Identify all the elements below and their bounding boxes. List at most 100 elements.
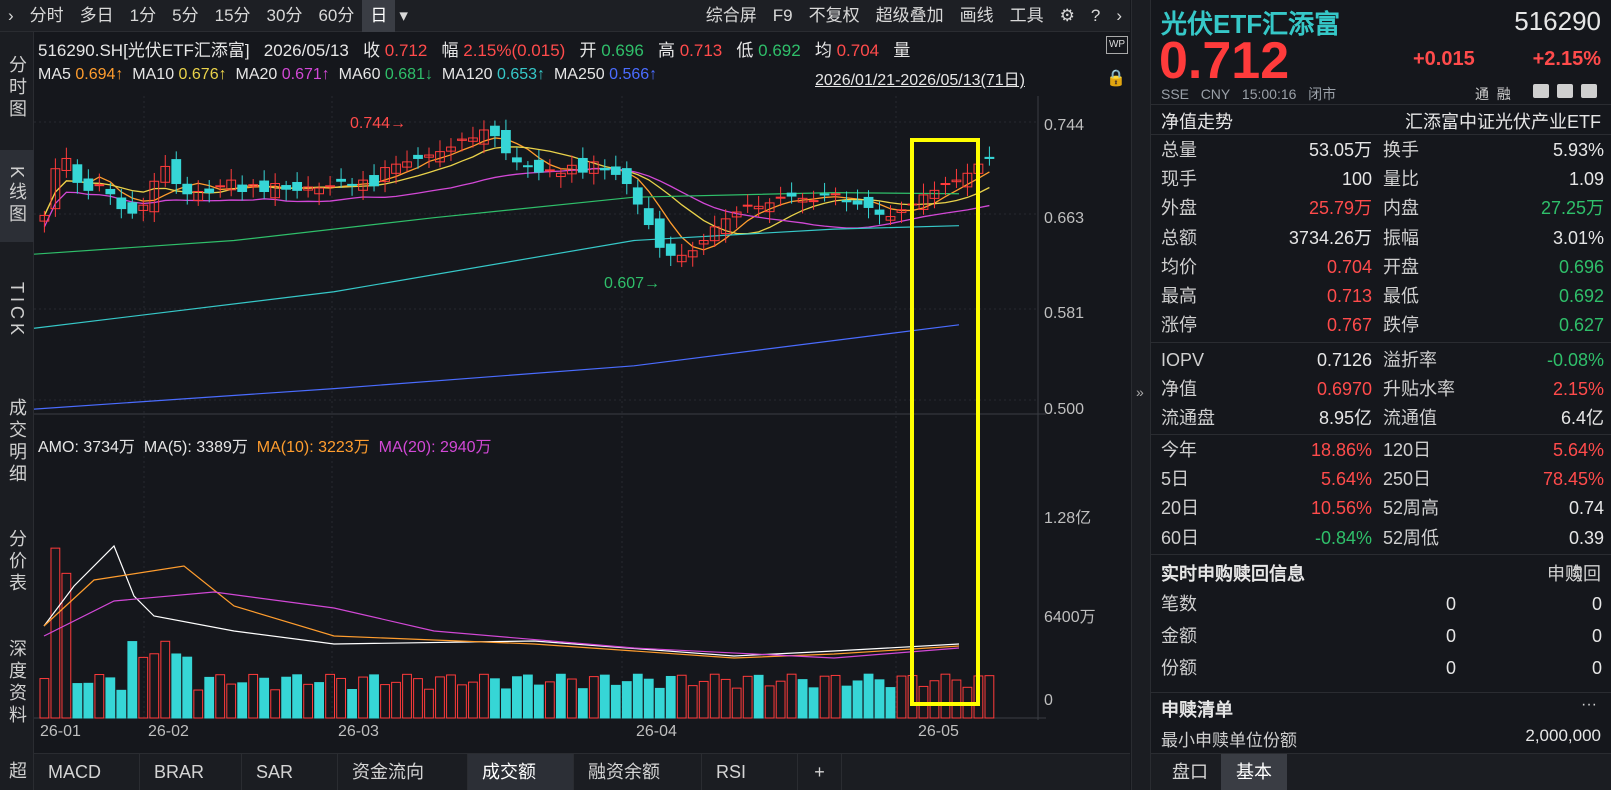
sub-row-subscribe: 0 [1445, 594, 1456, 614]
x-tick-jan: 26-01 [40, 723, 81, 740]
ma5-value: 0.694↑ [75, 66, 124, 83]
ma5-label: MA5 [38, 66, 71, 83]
panel-tabs: 盘口 基本 [1151, 753, 1611, 790]
composite-screen-button[interactable]: 综合屏 [705, 5, 757, 25]
tools-button[interactable]: 工具 [1009, 5, 1044, 25]
date-range-label[interactable]: 2026/01/21-2026/05/13(71日) [815, 72, 1025, 89]
tab-basic[interactable]: 基本 [1221, 754, 1287, 790]
volume-bar [358, 676, 368, 719]
period-dropdown-icon[interactable]: ▾ [399, 5, 408, 25]
volume-bar [226, 683, 237, 719]
no-adjust-button[interactable]: 不复权 [808, 5, 860, 25]
ma60-label: MA60 [338, 66, 381, 83]
candle-body [786, 192, 797, 197]
period-15min[interactable]: 15分 [214, 5, 251, 25]
edit-icon[interactable] [1533, 84, 1549, 98]
subscription-row: 份额 0 0 [1151, 654, 1611, 683]
sidebar-item-depth[interactable]: 深度资料 [7, 639, 27, 727]
candle-body [182, 183, 193, 195]
sidebar-item-price-dist[interactable]: 分价表 [7, 529, 27, 595]
sidebar-item-intraday[interactable]: 分时图 [7, 55, 27, 121]
period-multiday[interactable]: 多日 [79, 5, 114, 25]
price-tick-0744: 0.744 [1044, 117, 1085, 134]
lock-icon[interactable]: 🔒 [1106, 70, 1126, 87]
ma250-label: MA250 [553, 66, 605, 83]
change-amount: +0.015 [1413, 48, 1475, 70]
stat-row: 今年 18.86% 120日 5.64% [1151, 436, 1611, 465]
sidebar-item-more[interactable]: 超 [7, 761, 27, 783]
tab-macd[interactable]: MACD [34, 754, 140, 790]
sidebar-item-trades[interactable]: 成交明细 [7, 398, 27, 486]
candle-body [709, 226, 720, 242]
fund-code: 516290 [1514, 6, 1601, 36]
volume-bar [182, 656, 193, 719]
tab-rsi[interactable]: RSI [702, 754, 798, 790]
volume-bar [852, 680, 863, 719]
stat-row: 外盘 25.79万 内盘 27.25万 [1151, 194, 1611, 223]
stat-k1: IOPV [1161, 350, 1205, 370]
gear-icon[interactable]: ⚙ [1059, 5, 1075, 25]
tab-capital-flow[interactable]: 资金流向 [338, 754, 468, 790]
tab-sar[interactable]: SAR [242, 754, 338, 790]
sidebar-item-kline[interactable]: K线图 [0, 150, 34, 242]
period-1min[interactable]: 1分 [129, 5, 157, 25]
add-tab-button[interactable]: + [798, 754, 842, 790]
collapse-chevron-icon[interactable]: » [1136, 384, 1144, 400]
stat-v1: -0.84% [1314, 527, 1372, 548]
expand-left-icon[interactable]: › [8, 5, 14, 25]
volume-bar [303, 683, 314, 719]
nav-trend-label[interactable]: 净值走势 [1161, 112, 1233, 132]
period-30min[interactable]: 30分 [266, 5, 303, 25]
f9-button[interactable]: F9 [772, 5, 793, 25]
tab-margin[interactable]: 融资余额 [574, 754, 702, 790]
candle-body [808, 200, 819, 203]
period-5min[interactable]: 5分 [172, 5, 199, 25]
candle-body [391, 163, 401, 174]
stat-row: IOPV 0.7126 溢折率 -0.08% [1151, 346, 1611, 375]
stat-v1: 0.704 [1326, 256, 1372, 277]
volume-bar [643, 678, 654, 719]
period-intraday[interactable]: 分时 [29, 5, 64, 25]
alert-icon[interactable] [1557, 84, 1573, 98]
stats-block-2: IOPV 0.7126 溢折率 -0.08% 净值 0.6970 升贴水率 2.15% 流通盘 8… [1151, 346, 1611, 434]
candle-body [984, 156, 995, 159]
candle-body [501, 130, 511, 154]
panel-collapse-bar[interactable]: » [1131, 0, 1150, 790]
candle-body [819, 193, 830, 196]
avg-label: 均 [814, 41, 832, 60]
amo-value: AMO: 3734万 [38, 439, 135, 456]
more-button[interactable]: ··· [1581, 696, 1597, 713]
overlay-button[interactable]: 超级叠加 [875, 5, 944, 25]
candle-body [50, 168, 61, 210]
sub-row-redeem: 0 [1591, 626, 1602, 646]
stat-v2: 0.692 [1558, 286, 1604, 306]
tab-orderbook[interactable]: 盘口 [1172, 762, 1208, 782]
sidebar-item-tick[interactable]: TICK [7, 282, 27, 340]
tab-turnover[interactable]: 成交额 [468, 754, 574, 790]
candle-body [138, 204, 149, 211]
period-60min[interactable]: 60分 [318, 5, 355, 25]
index-name: 汇添富中证光伏产业ETF [1405, 112, 1601, 132]
volume-bar [599, 674, 610, 719]
stat-k2: 52周高 [1383, 498, 1440, 519]
add-watch-icon[interactable] [1581, 84, 1597, 98]
low-value: 0.692 [758, 41, 801, 60]
quote-info-line: 516290.SH[光伏ETF汇添富] 2026/05/13 收 0.712 幅… [38, 36, 910, 60]
help-icon[interactable]: ? [1090, 5, 1101, 25]
tab-brar[interactable]: BRAR [140, 754, 242, 790]
candle-body [940, 183, 951, 186]
wp-icon[interactable]: WP [1106, 36, 1128, 54]
draw-line-button[interactable]: 画线 [959, 5, 994, 25]
volume-bar [885, 687, 896, 719]
subscription-title: 实时申购赎回信息 [1161, 564, 1305, 584]
currency-label: CNY [1200, 86, 1231, 102]
volume-bar [61, 572, 72, 719]
high-label: 高 [657, 41, 675, 60]
stat-row: 现手 100 量比 1.09 [1151, 165, 1611, 194]
next-icon[interactable]: › [1116, 5, 1122, 25]
stat-k2: 开盘 [1383, 256, 1419, 277]
candle-body [885, 216, 896, 221]
period-day[interactable]: 日 [362, 0, 396, 32]
high-annotation: 0.744→ [350, 115, 406, 132]
candle-body [742, 204, 753, 207]
